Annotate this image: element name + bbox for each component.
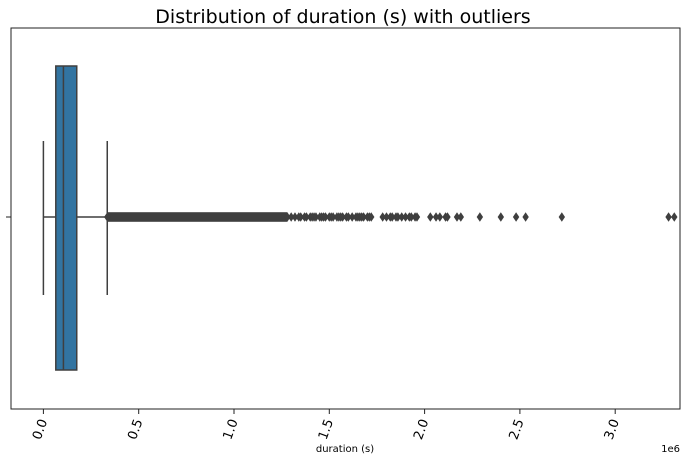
outlier-point [408, 212, 415, 222]
outlier-point [345, 212, 352, 222]
x-axis-label: duration (s) [316, 444, 374, 455]
chart-title: Distribution of duration (s) with outlie… [155, 6, 530, 28]
outlier-point [297, 212, 304, 222]
outlier-point [287, 212, 295, 222]
outlier-point [383, 212, 390, 222]
x-tick-label: 1.0 [221, 417, 242, 442]
outlier-point [476, 212, 484, 222]
outlier-point [379, 212, 386, 222]
outlier-point [427, 212, 434, 222]
x-tick-label: 3.0 [602, 417, 623, 442]
outlier-point [348, 212, 356, 222]
outlier-point [394, 212, 402, 222]
outlier-point [453, 212, 461, 222]
outlier-point [360, 212, 367, 222]
box-iqr [55, 65, 78, 371]
outlier-point [413, 212, 421, 222]
x-tick-label: 2.5 [506, 417, 527, 442]
outlier-point [436, 212, 444, 222]
x-tick-label: 2.0 [411, 417, 432, 442]
outlier-point [444, 212, 451, 222]
outlier-point [432, 212, 440, 222]
x-tick-label: 1.5 [316, 417, 337, 442]
outlier-point [339, 212, 346, 222]
x-axis-offset-label: 1e6 [661, 444, 680, 455]
outlier-point [671, 212, 678, 222]
outlier-point [312, 212, 320, 222]
outlier-point [558, 212, 566, 222]
x-tick-label: 0.5 [125, 417, 146, 442]
outlier-point [104, 212, 111, 222]
outlier-point [284, 212, 291, 222]
x-tick-label: 0.0 [30, 417, 51, 442]
outlier-point [303, 212, 310, 222]
outlier-point [512, 212, 520, 222]
outlier-point [402, 212, 409, 222]
outlier-point [368, 212, 375, 222]
chart-marks [42, 65, 678, 371]
outlier-point [388, 212, 396, 222]
outlier-point [291, 212, 299, 222]
outlier-point [329, 212, 337, 222]
outlier-point [398, 212, 405, 222]
outlier-point [522, 212, 529, 222]
outlier-point [497, 212, 505, 222]
outlier-point [665, 212, 672, 222]
outliers-dense-band [107, 212, 288, 222]
outlier-point [322, 212, 329, 222]
outlier-point [457, 212, 465, 222]
x-axis: 0.0 0.5 1.0 1.5 2.0 2.5 3.0 [30, 409, 623, 442]
